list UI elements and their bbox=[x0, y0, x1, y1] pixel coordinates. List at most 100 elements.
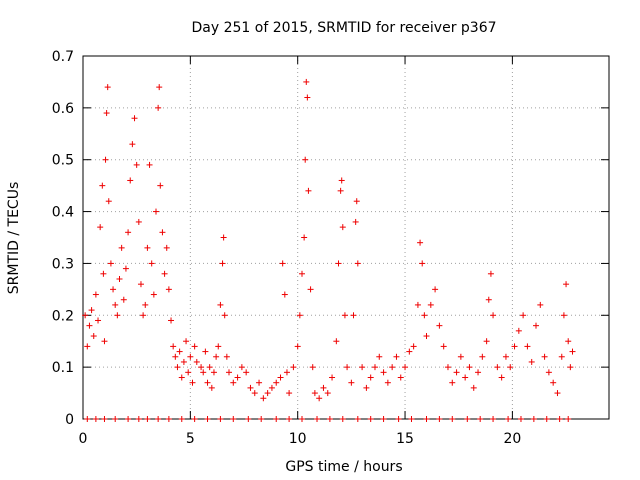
data-point bbox=[505, 416, 512, 422]
data-point bbox=[281, 291, 288, 298]
data-point bbox=[210, 369, 217, 376]
data-point bbox=[200, 369, 207, 376]
data-point bbox=[152, 208, 159, 215]
data-point bbox=[127, 177, 134, 184]
data-point bbox=[380, 369, 387, 376]
data-point bbox=[490, 416, 497, 422]
data-point bbox=[565, 416, 572, 422]
data-point bbox=[436, 322, 443, 329]
data-point bbox=[427, 301, 434, 308]
data-point bbox=[220, 234, 227, 241]
data-point bbox=[273, 379, 280, 386]
data-point bbox=[221, 312, 228, 319]
data-point bbox=[165, 416, 172, 422]
data-point bbox=[206, 364, 213, 371]
data-point bbox=[524, 343, 531, 350]
data-point bbox=[453, 369, 460, 376]
data-point bbox=[376, 353, 383, 360]
data-point bbox=[502, 353, 509, 360]
data-point bbox=[92, 291, 99, 298]
data-point bbox=[556, 416, 563, 422]
y-tick-label: 0.1 bbox=[52, 360, 74, 376]
data-point bbox=[511, 343, 518, 350]
y-tick-label: 0.5 bbox=[52, 153, 74, 169]
data-point bbox=[178, 374, 185, 381]
data-point bbox=[191, 343, 198, 350]
data-point bbox=[279, 260, 286, 267]
data-point bbox=[541, 353, 548, 360]
data-point bbox=[100, 270, 107, 277]
data-point bbox=[290, 364, 297, 371]
data-point bbox=[311, 390, 318, 397]
data-point bbox=[86, 322, 93, 329]
data-point bbox=[225, 369, 232, 376]
data-point bbox=[247, 384, 254, 391]
data-point bbox=[348, 379, 355, 386]
data-point bbox=[353, 198, 360, 205]
data-point bbox=[219, 260, 226, 267]
data-point bbox=[350, 312, 357, 319]
data-point bbox=[277, 374, 284, 381]
data-point bbox=[103, 110, 110, 117]
data-point bbox=[101, 338, 108, 345]
axis-ticks: 0 0.1 0.2 0.3 0.4 0.5 0.6 0.7 0 5 10 15 20 bbox=[52, 49, 609, 447]
plot-frame bbox=[82, 55, 610, 420]
data-point bbox=[268, 384, 275, 391]
data-point bbox=[157, 182, 164, 189]
data-point bbox=[359, 364, 366, 371]
data-point bbox=[95, 317, 102, 324]
data-point bbox=[148, 260, 155, 267]
data-point bbox=[384, 379, 391, 386]
data-point bbox=[187, 353, 194, 360]
data-point bbox=[264, 390, 271, 397]
data-point bbox=[178, 416, 185, 422]
data-point bbox=[354, 260, 361, 267]
data-point bbox=[320, 384, 327, 391]
data-point bbox=[507, 364, 514, 371]
data-point bbox=[464, 416, 471, 422]
data-point bbox=[135, 218, 142, 225]
data-point bbox=[102, 156, 109, 163]
data-point bbox=[223, 353, 230, 360]
data-point bbox=[125, 416, 132, 422]
data-point bbox=[217, 301, 224, 308]
data-point bbox=[107, 260, 114, 267]
data-point bbox=[333, 338, 340, 345]
data-point bbox=[309, 364, 316, 371]
data-point bbox=[479, 353, 486, 360]
data-point bbox=[408, 416, 415, 422]
data-point bbox=[550, 379, 557, 386]
data-point bbox=[105, 198, 112, 205]
data-point bbox=[101, 416, 108, 422]
data-point bbox=[208, 384, 215, 391]
data-point bbox=[326, 416, 333, 422]
data-point bbox=[172, 353, 179, 360]
data-point bbox=[423, 333, 430, 340]
data-point bbox=[99, 182, 106, 189]
data-point bbox=[565, 338, 572, 345]
data-point bbox=[234, 374, 241, 381]
data-point bbox=[304, 94, 311, 101]
data-point bbox=[494, 364, 501, 371]
data-point bbox=[449, 379, 456, 386]
data-point bbox=[129, 141, 136, 148]
data-point bbox=[367, 416, 374, 422]
data-point bbox=[131, 115, 138, 122]
data-point bbox=[477, 416, 484, 422]
data-point bbox=[165, 286, 172, 293]
data-point bbox=[520, 312, 527, 319]
data-point bbox=[112, 301, 119, 308]
data-point bbox=[144, 416, 151, 422]
data-point bbox=[294, 343, 301, 350]
data-point bbox=[238, 364, 245, 371]
data-point bbox=[485, 296, 492, 303]
data-point bbox=[245, 416, 252, 422]
data-point bbox=[185, 369, 192, 376]
data-point bbox=[204, 416, 211, 422]
chart-title: Day 251 of 2015, SRMTID for receiver p36… bbox=[191, 20, 496, 36]
data-point bbox=[174, 364, 181, 371]
data-point bbox=[258, 416, 265, 422]
data-point bbox=[97, 224, 104, 231]
data-point bbox=[483, 338, 490, 345]
data-point bbox=[301, 234, 308, 241]
